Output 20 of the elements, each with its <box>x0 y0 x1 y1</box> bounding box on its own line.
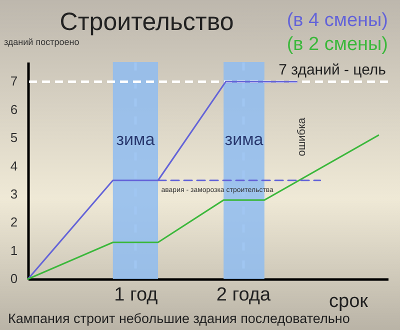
band-label: зима <box>116 130 156 150</box>
x-axis-title: срок <box>329 291 369 312</box>
y-tick-label: 6 <box>10 102 18 117</box>
y-tick-label: 3 <box>10 186 18 202</box>
chart-title: Строительство <box>60 8 234 36</box>
text: Кампания строит небольшие здания последовательно <box>8 311 350 326</box>
y-tick-label: 5 <box>10 130 18 146</box>
y-tick-label: 4 <box>10 158 18 174</box>
x-tick-label: 1 год <box>114 284 158 306</box>
text: (в 2 смены) <box>286 34 388 55</box>
band-label: зима <box>224 130 264 150</box>
y-axis-title: зданий построено <box>4 37 80 47</box>
y-tick-label: 1 <box>10 242 18 258</box>
y-tick-label: 7 <box>10 74 18 89</box>
text: (в 4 смены) <box>286 10 388 31</box>
annotation: ошибка <box>296 116 308 156</box>
ref-line-label: 7 зданий - цель <box>278 62 386 79</box>
y-tick-label: 0 <box>10 271 18 286</box>
x-tick-label: 2 года <box>216 284 271 306</box>
y-tick-label: 2 <box>10 214 18 230</box>
